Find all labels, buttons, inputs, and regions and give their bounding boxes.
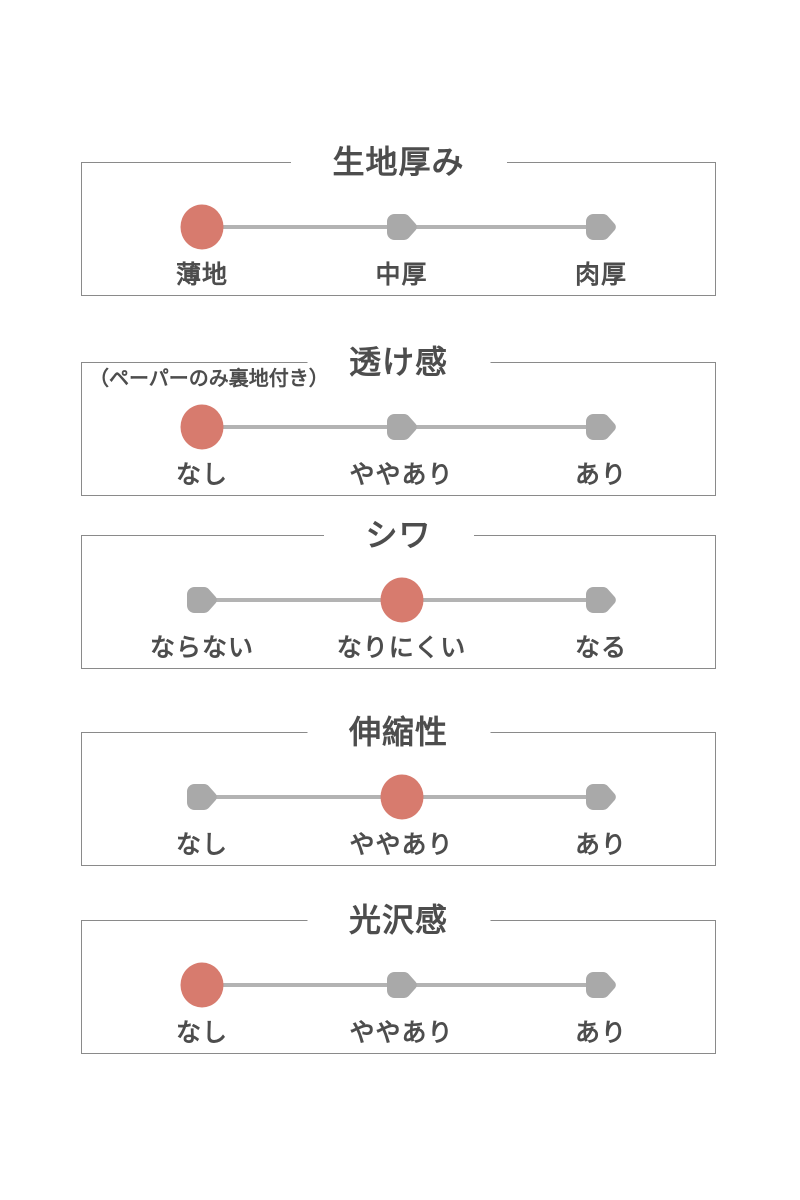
marker-wrap bbox=[386, 214, 417, 241]
attribute-panel-sheerness: 透け感 （ペーパーのみ裏地付き） なし ややあり bbox=[81, 343, 716, 496]
attribute-panel-gloss: 光沢感 なし ややあり bbox=[81, 901, 716, 1054]
scale-option-label: あり bbox=[574, 1018, 628, 1047]
marker-wrap bbox=[586, 414, 617, 441]
tag-marker-icon bbox=[586, 414, 616, 440]
attribute-panel-thickness: 生地厚み 薄地 中厚 bbox=[81, 143, 716, 296]
panel-title: 透け感 bbox=[306, 343, 491, 381]
scale-option-label: あり bbox=[574, 460, 628, 489]
marker-wrap bbox=[180, 962, 224, 1008]
marker-wrap bbox=[386, 972, 417, 999]
scale-option-label: なし bbox=[175, 1018, 229, 1047]
attribute-panel-stretch: 伸縮性 なし ややあり bbox=[81, 713, 716, 866]
selected-dot-icon bbox=[180, 204, 224, 250]
scale-option-label: 中厚 bbox=[375, 260, 428, 289]
marker-wrap bbox=[586, 587, 617, 614]
selected-dot-icon bbox=[180, 404, 224, 450]
scale-option-label: なし bbox=[175, 830, 229, 859]
marker-wrap bbox=[180, 204, 224, 250]
scale-option-label: ややあり bbox=[349, 460, 454, 489]
marker-wrap bbox=[586, 972, 617, 999]
tag-marker-icon bbox=[586, 972, 616, 998]
marker-wrap bbox=[386, 414, 417, 441]
scale-option-label: 肉厚 bbox=[574, 260, 628, 289]
scale-option-label: なりにくい bbox=[336, 633, 467, 662]
tag-marker-icon bbox=[386, 414, 417, 440]
panel-title: 光沢感 bbox=[306, 901, 491, 939]
selected-dot-icon bbox=[180, 962, 224, 1008]
panel-note: （ペーパーのみ裏地付き） bbox=[89, 366, 329, 390]
attribute-panel-wrinkle: シワ ならない なりにくい bbox=[81, 516, 716, 669]
scale-option-label: なし bbox=[175, 460, 229, 489]
marker-wrap bbox=[180, 404, 224, 450]
tag-marker-icon bbox=[187, 784, 217, 810]
tag-marker-icon bbox=[386, 972, 417, 998]
scale-option-label: ややあり bbox=[349, 1018, 454, 1047]
scale-option-label: なる bbox=[574, 633, 628, 662]
selected-dot-icon bbox=[380, 774, 423, 820]
panel-title: シワ bbox=[323, 516, 474, 554]
panel-title: 伸縮性 bbox=[306, 713, 491, 751]
scale-option-label: ややあり bbox=[349, 830, 454, 859]
scale-option-label: ならない bbox=[149, 633, 255, 662]
tag-marker-icon bbox=[386, 214, 417, 240]
tag-marker-icon bbox=[586, 587, 616, 613]
marker-wrap bbox=[380, 577, 423, 623]
tag-marker-icon bbox=[586, 784, 616, 810]
marker-wrap bbox=[586, 784, 617, 811]
marker-wrap bbox=[187, 784, 218, 811]
tag-marker-icon bbox=[187, 587, 217, 613]
marker-wrap bbox=[187, 587, 218, 614]
scale-option-label: あり bbox=[574, 830, 628, 859]
tag-marker-icon bbox=[586, 214, 616, 240]
marker-wrap bbox=[380, 774, 423, 820]
panel-title: 生地厚み bbox=[290, 143, 507, 181]
scale-option-label: 薄地 bbox=[175, 260, 229, 289]
selected-dot-icon bbox=[380, 577, 423, 623]
marker-wrap bbox=[586, 214, 617, 241]
